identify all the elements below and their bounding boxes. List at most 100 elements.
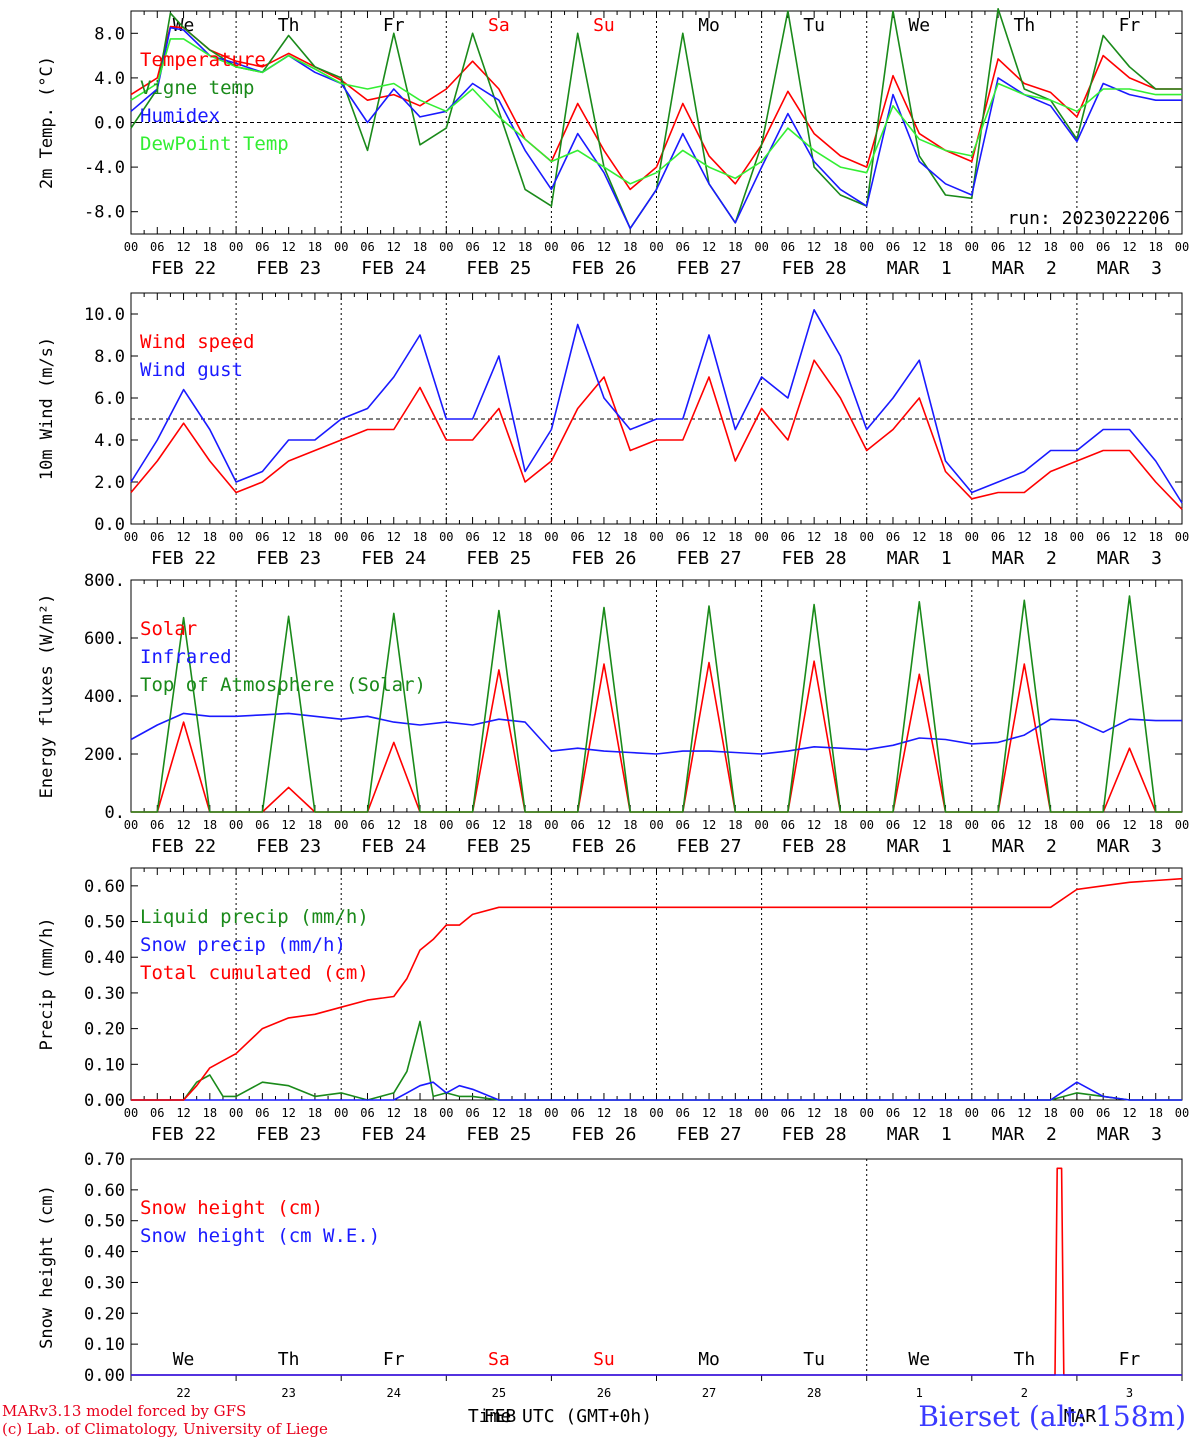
hour-tick-label: 06 xyxy=(570,818,584,832)
panel-snow: 22 23 24 25 26 27 28 1 2 3We Th Fr Sa Su Mo Tu We Th Fr0.7… xyxy=(37,1150,1183,1400)
hour-tick-label: 00 xyxy=(1175,530,1189,544)
hour-tick-label: 06 xyxy=(676,530,690,544)
y-tick-label: 0.00 xyxy=(84,1366,125,1386)
date-label: FEB 23 xyxy=(256,836,321,857)
day-number-label: 3 xyxy=(1126,1386,1133,1400)
date-label: FEB 28 xyxy=(782,258,847,279)
hour-tick-label: 18 xyxy=(1148,240,1162,254)
hour-tick-label: 00 xyxy=(334,240,348,254)
legend-entry: Solar xyxy=(140,618,197,640)
hour-tick-label: 06 xyxy=(781,530,795,544)
y-tick-label: 2.0 xyxy=(94,473,125,493)
hour-tick-label: 12 xyxy=(1017,818,1031,832)
hour-tick-label: 06 xyxy=(360,1106,374,1120)
hour-tick-label: 06 xyxy=(886,240,900,254)
weekday-label: Th xyxy=(1014,1349,1036,1370)
legend-entry: Humidex xyxy=(140,105,220,127)
hour-tick-label: 00 xyxy=(439,1106,453,1120)
hour-tick-label: 06 xyxy=(465,530,479,544)
weekday-label: Th xyxy=(1014,15,1036,36)
series-wind-1 xyxy=(130,308,1183,504)
y-axis-label: Energy fluxes (W/m²) xyxy=(37,594,57,799)
hour-tick-label: 00 xyxy=(965,1106,979,1120)
weekday-label: Th xyxy=(278,1349,300,1370)
hour-tick-label: 00 xyxy=(859,1106,873,1120)
hour-tick-label: 12 xyxy=(176,1106,190,1120)
hour-tick-label: 00 xyxy=(229,818,243,832)
hour-tick-label: 12 xyxy=(176,240,190,254)
y-tick-label: -4.0 xyxy=(84,158,125,178)
legend-entry: Temperature xyxy=(140,49,266,71)
hour-tick-label: 12 xyxy=(1017,1106,1031,1120)
day-number-label: 2 xyxy=(1021,1386,1028,1400)
hour-tick-label: 18 xyxy=(518,530,532,544)
y-tick-label: 0.0 xyxy=(94,114,125,134)
run-label: run: 2023022206 xyxy=(1007,208,1170,229)
hour-tick-label: 12 xyxy=(1017,530,1031,544)
station-label: Bierset (alt: 158m) xyxy=(918,1400,1186,1433)
hour-tick-label: 12 xyxy=(281,818,295,832)
y-tick-label: 0.20 xyxy=(84,1020,125,1040)
hour-tick-label: 06 xyxy=(1096,1106,1110,1120)
weekday-label: We xyxy=(173,1349,195,1370)
hour-tick-label: 06 xyxy=(991,818,1005,832)
y-tick-label: 8.0 xyxy=(94,347,125,367)
hour-tick-label: 18 xyxy=(413,530,427,544)
hour-tick-label: 18 xyxy=(518,1106,532,1120)
weekday-label: Su xyxy=(593,15,615,36)
y-tick-label: 0.40 xyxy=(84,948,125,968)
date-label: FEB 23 xyxy=(256,258,321,279)
hour-tick-label: 00 xyxy=(754,530,768,544)
hour-tick-label: 12 xyxy=(1122,1106,1136,1120)
plot-frame xyxy=(130,1158,1183,1376)
y-tick-label: 600. xyxy=(84,629,125,649)
hour-tick-label: 12 xyxy=(807,818,821,832)
panel-temp: 00 06 12 18 00 06 12 18 00 06 12 18 00 06 12 18 00 06 12 18… xyxy=(37,8,1189,279)
panel-wind: 00 06 12 18 00 06 12 18 00 06 12 18 00 06 12 18 00 06 12 18… xyxy=(37,292,1189,569)
weekday-label: Fr xyxy=(383,1349,405,1370)
date-label: FEB 26 xyxy=(571,1124,636,1145)
day-number-label: 25 xyxy=(492,1386,506,1400)
weekday-label: Tu xyxy=(803,15,825,36)
hour-tick-label: 06 xyxy=(150,530,164,544)
hour-tick-label: 00 xyxy=(754,240,768,254)
date-label: FEB 23 xyxy=(256,548,321,569)
hour-tick-label: 18 xyxy=(518,240,532,254)
hour-tick-label: 18 xyxy=(203,1106,217,1120)
hour-tick-label: 18 xyxy=(1043,240,1057,254)
weekday-label: Su xyxy=(593,1349,615,1370)
y-tick-label: 800. xyxy=(84,571,125,591)
hour-tick-label: 06 xyxy=(676,818,690,832)
hour-tick-label: 00 xyxy=(334,530,348,544)
hour-tick-label: 00 xyxy=(1070,1106,1084,1120)
hour-tick-label: 12 xyxy=(492,1106,506,1120)
hour-tick-label: 18 xyxy=(413,818,427,832)
hour-tick-label: 12 xyxy=(702,1106,716,1120)
series-wind-0 xyxy=(130,359,1183,510)
hour-tick-label: 00 xyxy=(649,530,663,544)
panel-energy: 00 06 12 18 00 06 12 18 00 06 12 18 00 06 12 18 00 06 12 18… xyxy=(37,571,1189,857)
date-label: FEB 24 xyxy=(361,1124,426,1145)
hour-tick-label: 00 xyxy=(965,240,979,254)
date-label: FEB 27 xyxy=(677,548,742,569)
hour-tick-label: 18 xyxy=(203,240,217,254)
hour-tick-label: 06 xyxy=(991,1106,1005,1120)
date-label: FEB 22 xyxy=(151,258,216,279)
hour-tick-label: 12 xyxy=(1017,240,1031,254)
hour-tick-label: 06 xyxy=(150,1106,164,1120)
hour-tick-label: 18 xyxy=(1148,818,1162,832)
hour-tick-label: 18 xyxy=(1043,818,1057,832)
date-label: FEB 22 xyxy=(151,548,216,569)
hour-tick-label: 18 xyxy=(833,240,847,254)
hour-tick-label: 00 xyxy=(1175,240,1189,254)
date-label: MAR 2 xyxy=(992,836,1057,857)
hour-tick-label: 00 xyxy=(229,240,243,254)
series-energy-1 xyxy=(130,712,1182,755)
weekday-label: Fr xyxy=(383,15,405,36)
weekday-label: We xyxy=(173,15,195,36)
month-label: FEB xyxy=(484,1406,517,1427)
hour-tick-label: 00 xyxy=(754,818,768,832)
date-label: MAR 2 xyxy=(992,258,1057,279)
hour-tick-label: 12 xyxy=(281,1106,295,1120)
